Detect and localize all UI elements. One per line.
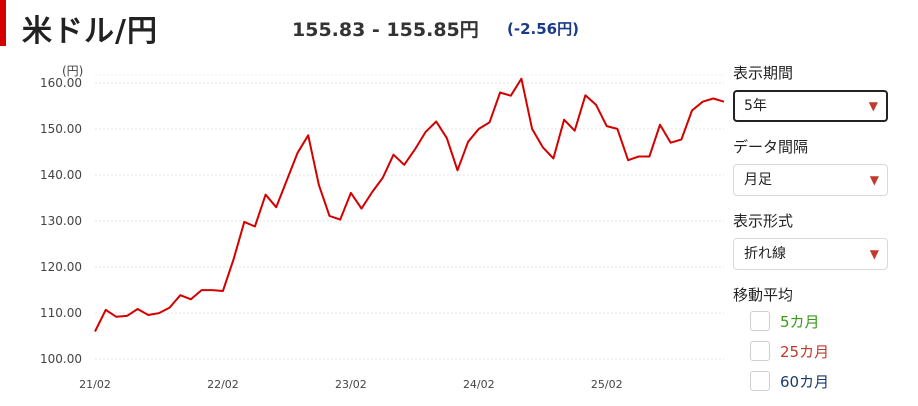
period-value: 5年 [744,98,767,114]
ma-25-checkbox[interactable] [750,341,770,361]
ma-option-60[interactable]: 60カ月 [750,366,893,396]
moving-average-label: 移動平均 [733,286,794,304]
ma-60-checkbox[interactable] [750,371,770,391]
chevron-down-icon: ▼ [869,173,879,187]
series-line-usdjpy [94,77,725,332]
chevron-down-icon: ▼ [869,247,879,261]
y-tick-label: 100.00 [40,352,82,366]
ma-25-label: 25カ月 [780,342,830,361]
line-chart: (円) 100.00 110.00 120.00 130.00 140.00 150.00 1… [40,64,725,391]
x-tick-label: 23/02 [335,378,367,391]
rate-change: (-2.56円) [507,20,579,38]
ma-option-25[interactable]: 25カ月 [750,336,893,366]
y-tick-label: 160.00 [40,76,82,90]
x-tick-label: 25/02 [591,378,623,391]
period-select[interactable]: 5年 ▼ [733,90,888,122]
y-axis-unit-label: (円) [62,64,83,78]
x-tick-label: 24/02 [463,378,495,391]
accent-bar [0,0,6,46]
interval-label: データ間隔 [733,138,809,156]
y-tick-label: 130.00 [40,214,82,228]
y-tick-label: 120.00 [40,260,82,274]
interval-value: 月足 [744,172,772,188]
ma-5-label: 5カ月 [780,312,820,331]
ma-5-checkbox[interactable] [750,311,770,331]
period-label: 表示期間 [733,64,794,82]
chart-controls: 表示期間 5年 ▼ データ間隔 月足 ▼ 表示形式 折れ線 ▼ 移動平均 5カ月… [733,62,893,396]
y-tick-label: 140.00 [40,168,82,182]
format-label: 表示形式 [733,212,794,230]
rate-quote: 155.83 - 155.85円 [292,19,479,41]
y-tick-label: 150.00 [40,122,82,136]
interval-select[interactable]: 月足 ▼ [733,164,888,196]
x-tick-label: 22/02 [207,378,239,391]
y-tick-label: 110.00 [40,306,82,320]
page-title: 米ドル/円 [22,14,158,49]
ma-60-label: 60カ月 [780,372,830,391]
format-value: 折れ線 [744,246,786,262]
format-select[interactable]: 折れ線 ▼ [733,238,888,270]
ma-option-5[interactable]: 5カ月 [750,306,893,336]
chevron-down-icon: ▼ [868,99,878,113]
x-tick-label: 21/02 [79,378,111,391]
